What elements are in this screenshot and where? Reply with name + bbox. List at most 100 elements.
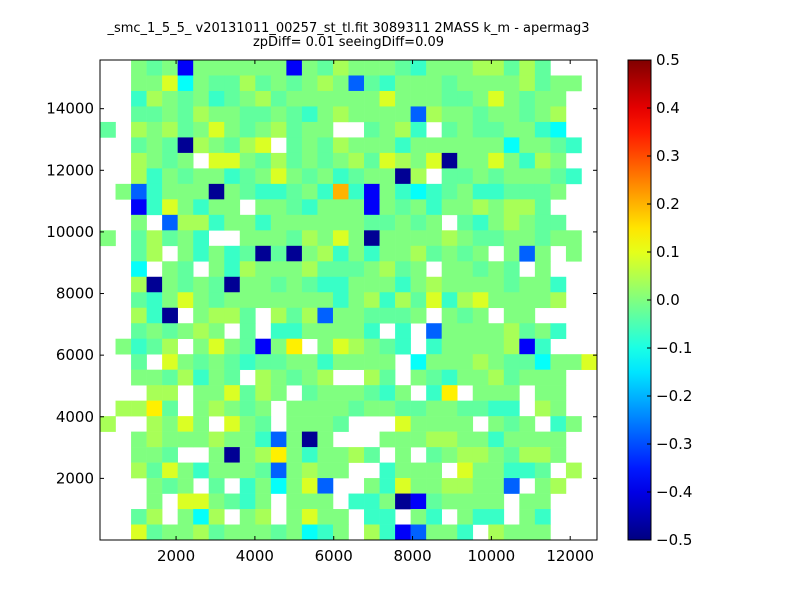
heatmap-cell	[379, 462, 396, 479]
heatmap-cell	[426, 447, 442, 463]
heatmap-cell	[162, 199, 178, 216]
heatmap-cell	[332, 307, 349, 324]
heatmap-cell	[550, 137, 567, 154]
heatmap-cell	[162, 137, 178, 154]
heatmap-cell	[162, 524, 178, 541]
heatmap-cell	[239, 121, 256, 138]
heatmap-cell	[131, 230, 147, 247]
heatmap-cell	[472, 447, 489, 463]
heatmap-cell	[224, 524, 241, 541]
heatmap-cell	[441, 431, 458, 448]
heatmap-cell	[565, 230, 582, 247]
heatmap-cell	[457, 478, 474, 494]
heatmap-cell	[239, 462, 256, 479]
heatmap-cell	[286, 199, 303, 216]
heatmap-cell	[177, 323, 194, 340]
heatmap-cell	[364, 168, 380, 185]
heatmap-cell	[317, 369, 334, 386]
heatmap-cell	[317, 152, 334, 169]
y-tick-label: 2000	[56, 469, 94, 487]
heatmap-cell	[488, 75, 505, 92]
heatmap-cell	[426, 152, 442, 169]
heatmap-cell	[395, 75, 411, 92]
heatmap-cell	[441, 369, 458, 386]
heatmap-cell	[565, 354, 582, 370]
heatmap-cell	[224, 137, 241, 154]
heatmap-cell	[395, 137, 411, 154]
heatmap-cell	[208, 338, 225, 355]
heatmap-cell	[441, 199, 458, 216]
heatmap-cell	[301, 323, 318, 340]
heatmap-cell	[395, 152, 411, 169]
heatmap-cell	[177, 416, 194, 432]
heatmap-cell	[457, 338, 474, 355]
heatmap-cell	[270, 431, 287, 448]
heatmap-cell	[301, 493, 318, 510]
heatmap-cell	[301, 121, 318, 138]
colorbar-tick-label: 0.2	[656, 195, 680, 213]
heatmap-cell	[224, 261, 241, 278]
heatmap-cell	[457, 137, 474, 154]
heatmap-cell	[162, 431, 178, 448]
heatmap-cell	[472, 509, 489, 525]
heatmap-cell	[472, 60, 489, 76]
heatmap-cell	[317, 90, 334, 107]
heatmap-cell	[270, 338, 287, 355]
heatmap-cell	[162, 75, 178, 92]
heatmap-cell	[550, 276, 567, 293]
heatmap-cell	[550, 431, 567, 448]
heatmap-cell	[395, 106, 411, 123]
heatmap-cell	[193, 524, 210, 541]
heatmap-cell	[224, 416, 241, 432]
heatmap-cell	[208, 400, 225, 417]
heatmap-cell	[457, 524, 474, 541]
heatmap-cell	[255, 106, 272, 123]
plot-frame	[99, 59, 598, 541]
heatmap-cell	[472, 307, 489, 324]
heatmap-cell	[488, 354, 505, 370]
colorbar-tick-label: −0.3	[656, 435, 692, 453]
heatmap-cell	[177, 369, 194, 386]
heatmap-cell	[162, 90, 178, 107]
heatmap-cell	[348, 447, 365, 463]
heatmap-cell	[348, 400, 365, 417]
heatmap-cell	[410, 493, 427, 510]
heatmap-cell	[395, 385, 411, 401]
heatmap-cell	[379, 60, 396, 76]
heatmap-cell	[286, 338, 303, 355]
heatmap-cell	[131, 106, 147, 123]
heatmap-cell	[224, 400, 241, 417]
heatmap-cell	[193, 416, 210, 432]
heatmap-cell	[332, 199, 349, 216]
heatmap-cell	[364, 369, 380, 386]
heatmap-cell	[379, 307, 396, 324]
heatmap-cell	[332, 338, 349, 355]
heatmap-cell	[364, 183, 380, 200]
heatmap-cell	[193, 276, 210, 293]
heatmap-cell	[286, 183, 303, 200]
heatmap-cell	[441, 524, 458, 541]
heatmap-cell	[472, 245, 489, 262]
heatmap-cell	[410, 75, 427, 92]
heatmap-cell	[503, 261, 520, 278]
heatmap-cell	[503, 183, 520, 200]
heatmap-cell	[146, 431, 163, 448]
heatmap-cell	[426, 431, 442, 448]
heatmap-cell	[146, 90, 163, 107]
heatmap-cell	[410, 524, 427, 541]
heatmap-cell	[534, 338, 551, 355]
y-tick-label: 12000	[46, 161, 94, 179]
heatmap-cell	[255, 137, 272, 154]
heatmap-cell	[488, 152, 505, 169]
heatmap-cell	[301, 416, 318, 432]
heatmap-cell	[364, 276, 380, 293]
heatmap-cell	[503, 447, 520, 463]
heatmap-cell	[162, 354, 178, 370]
heatmap-cell	[364, 478, 380, 494]
heatmap-cell	[503, 245, 520, 262]
heatmap-cell	[426, 385, 442, 401]
heatmap-cell	[162, 447, 178, 463]
heatmap-cell	[410, 199, 427, 216]
heatmap-cell	[193, 121, 210, 138]
heatmap-cell	[488, 431, 505, 448]
